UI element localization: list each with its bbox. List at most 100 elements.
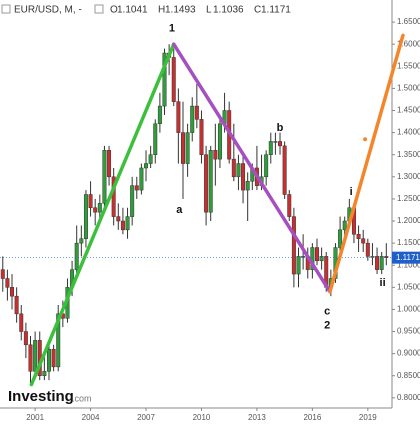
logo: Investing .com: [8, 388, 92, 405]
candle-body: [375, 256, 380, 270]
candle-body: [148, 154, 153, 164]
candle-body: [130, 185, 135, 217]
wave-label: 1: [169, 23, 175, 35]
logo-suffix: .com: [72, 393, 92, 403]
symbol: EUR/USD, M, -: [14, 5, 82, 16]
x-tick-label: 2001: [26, 413, 44, 422]
candle-body: [342, 220, 347, 231]
candle-body: [46, 348, 51, 372]
candle-body: [102, 150, 107, 204]
y-tick-label: 1.1500: [397, 238, 420, 247]
candle-body: [315, 247, 319, 262]
ohlc-label: L: [206, 5, 212, 16]
x-tick-label: 2019: [359, 413, 377, 422]
candle-body: [236, 163, 241, 178]
candle-body: [93, 207, 98, 213]
candle-body: [278, 141, 283, 147]
candle-body: [79, 238, 84, 244]
candle-body: [23, 331, 28, 346]
header: EUR/USD, M, - O 1.1041 H 1.1493 L 1.1036 C 1.11…: [1, 4, 291, 16]
ohlc-value: 1.1041: [117, 5, 148, 16]
y-tick-label: 1.4500: [397, 106, 420, 115]
candle-body: [153, 123, 158, 155]
candle-body: [74, 242, 79, 270]
candle-body: [139, 167, 144, 191]
candle-body: [111, 176, 116, 217]
y-tick-label: 1.1000: [397, 260, 420, 269]
y-tick-label: 1.0000: [397, 305, 420, 314]
x-tick-label: 2013: [248, 413, 266, 422]
candle-body: [296, 256, 301, 275]
candle-body: [213, 150, 218, 160]
ohlc-value: 1.1171: [261, 5, 291, 16]
ohlc-label: C: [254, 5, 261, 16]
candle-body: [28, 344, 33, 372]
wave-line: [171, 42, 332, 294]
y-tick-label: 1.2500: [397, 194, 420, 203]
grid: 0.8000 0.8500 0.9000 0.9500 1.0000 1.0500 1.10…: [26, 17, 420, 422]
last-price-box: [392, 251, 420, 264]
collapse-icon[interactable]: [1, 4, 11, 14]
y-tick-label: 1.3000: [397, 172, 420, 181]
candle-body: [379, 256, 384, 270]
candle-body: [194, 105, 199, 120]
last-price-label: 1.1171: [396, 253, 420, 262]
y-tick-label: 0.9500: [397, 327, 420, 336]
candle-body: [56, 313, 61, 368]
candle-body: [171, 57, 176, 102]
candle-body: [338, 229, 343, 248]
candle-body: [14, 295, 19, 315]
candle-body: [361, 238, 366, 244]
settings-icon[interactable]: [94, 4, 104, 14]
candle-body: [231, 158, 236, 178]
x-tick-label: 2010: [193, 413, 211, 422]
candles: [0, 44, 389, 385]
y-tick-label: 1.4000: [397, 128, 420, 137]
candle-body: [97, 203, 102, 213]
candle-body: [291, 216, 296, 275]
candle-body: [157, 105, 162, 125]
wave-line: [29, 42, 176, 387]
candle-body: [319, 256, 324, 262]
candle-body: [301, 256, 306, 258]
candle-body: [245, 180, 250, 191]
candle-body: [273, 141, 278, 143]
candle-body: [241, 163, 246, 191]
y-tick-label: 1.3500: [397, 150, 420, 159]
candle-body: [190, 105, 195, 133]
candle-body: [282, 145, 287, 195]
x-tick-label: 2007: [137, 413, 155, 422]
y-tick-label: 1.6000: [397, 39, 420, 48]
y-tick-label: 1.5000: [397, 84, 420, 93]
candle-body: [144, 163, 149, 169]
candle-body: [125, 216, 130, 231]
candle-body: [83, 194, 88, 239]
ohlc-label: H: [158, 5, 165, 16]
wave-line: [328, 33, 405, 294]
y-tick-label: 0.9000: [397, 349, 420, 358]
candle-body: [204, 154, 209, 213]
ohlc-label: O: [110, 5, 118, 16]
wave-label: b: [277, 122, 284, 134]
candle-body: [217, 123, 222, 160]
ohlc-value: 1.1036: [213, 5, 244, 16]
candle-body: [185, 132, 190, 164]
marker-dot: [363, 137, 368, 142]
x-tick-label: 2016: [303, 413, 321, 422]
candle-body: [287, 194, 292, 217]
candle-body: [199, 119, 204, 155]
candle-body: [356, 234, 361, 239]
candle-body: [42, 371, 47, 376]
candle-body: [370, 256, 375, 258]
candle-body: [264, 154, 269, 178]
y-tick-label: 0.8000: [397, 393, 420, 402]
ohlc-value: 1.1493: [165, 5, 196, 16]
y-tick-label: 1.6500: [397, 17, 420, 26]
wave-label: a: [176, 204, 183, 216]
x-tick-label: 2004: [82, 413, 100, 422]
logo-text: Investing: [8, 388, 74, 405]
y-tick-label: 0.8500: [397, 371, 420, 380]
